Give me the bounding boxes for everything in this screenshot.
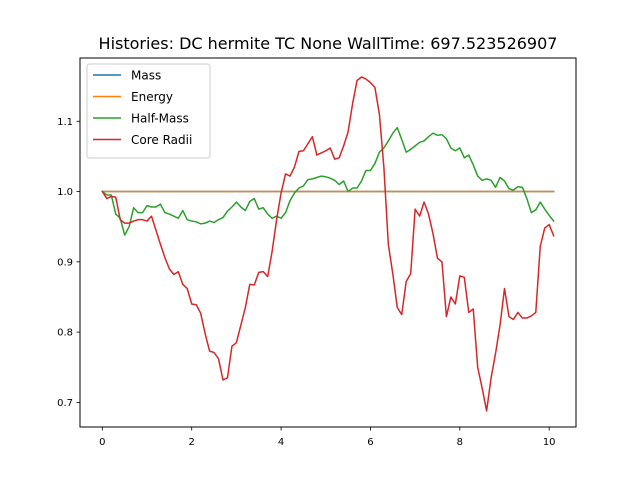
plot-frame xyxy=(79,57,577,428)
x-tick-label: 2 xyxy=(189,437,195,448)
chart-title: Histories: DC hermite TC None WallTime: … xyxy=(99,34,558,53)
x-tick-label: 6 xyxy=(367,437,373,448)
y-tick-label: 0.9 xyxy=(57,257,73,268)
x-tick-label: 0 xyxy=(99,437,105,448)
legend: Mass Energy Half-Mass Core Radii xyxy=(86,63,211,159)
y-tick-label: 1.1 xyxy=(57,117,73,128)
y-tick-label: 0.8 xyxy=(57,328,73,339)
series-line-half-mass xyxy=(101,126,555,236)
legend-box xyxy=(86,63,211,159)
y-tick-label: 0.7 xyxy=(57,398,73,409)
series-line-core-radii xyxy=(101,76,555,412)
legend-label-energy: Energy xyxy=(131,90,173,104)
x-tick-label: 4 xyxy=(278,437,284,448)
y-tick-label: 1.0 xyxy=(57,187,73,198)
x-tick-label: 8 xyxy=(457,437,463,448)
legend-label-core-radii: Core Radii xyxy=(131,133,192,147)
x-axis: 0 2 4 6 8 10 xyxy=(99,427,556,448)
x-tick-label: 10 xyxy=(543,437,556,448)
y-axis: 0.7 0.8 0.9 1.0 1.1 xyxy=(57,117,80,409)
series-layer xyxy=(101,76,555,412)
legend-label-mass: Mass xyxy=(131,69,161,83)
legend-label-half-mass: Half-Mass xyxy=(131,112,189,126)
